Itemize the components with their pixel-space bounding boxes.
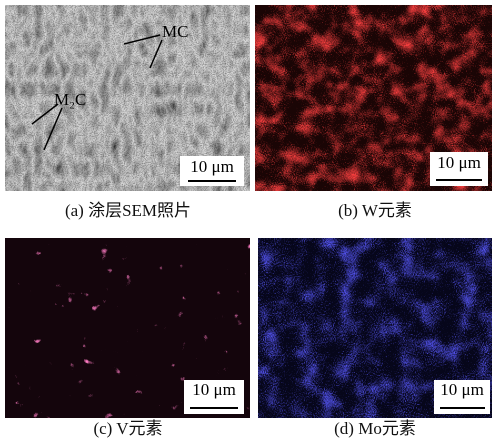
- figure: MC M₂C 10 μm (a) 涂层SEM照片 10 μm (b) W元素 1…: [0, 0, 495, 442]
- scale-bar-label: 10 μm: [190, 157, 234, 176]
- caption: (d) Mo元素: [334, 419, 416, 438]
- scale-bar-label: 10 μm: [440, 380, 484, 399]
- caption: (c) V元素: [93, 419, 162, 438]
- scale-bar-label: 10 μm: [437, 153, 481, 172]
- annotation: M₂C: [54, 90, 86, 109]
- panel-d: 10 μm (d) Mo元素: [258, 238, 492, 438]
- panel-c: 10 μm (c) V元素: [5, 238, 250, 438]
- panel-b: 10 μm (b) W元素: [255, 5, 492, 220]
- scale-bar-label: 10 μm: [192, 380, 236, 399]
- annotation: MC: [162, 22, 188, 41]
- caption: (a) 涂层SEM照片: [65, 201, 191, 220]
- caption: (b) W元素: [338, 201, 412, 220]
- panel-a: MC M₂C 10 μm (a) 涂层SEM照片: [5, 5, 250, 220]
